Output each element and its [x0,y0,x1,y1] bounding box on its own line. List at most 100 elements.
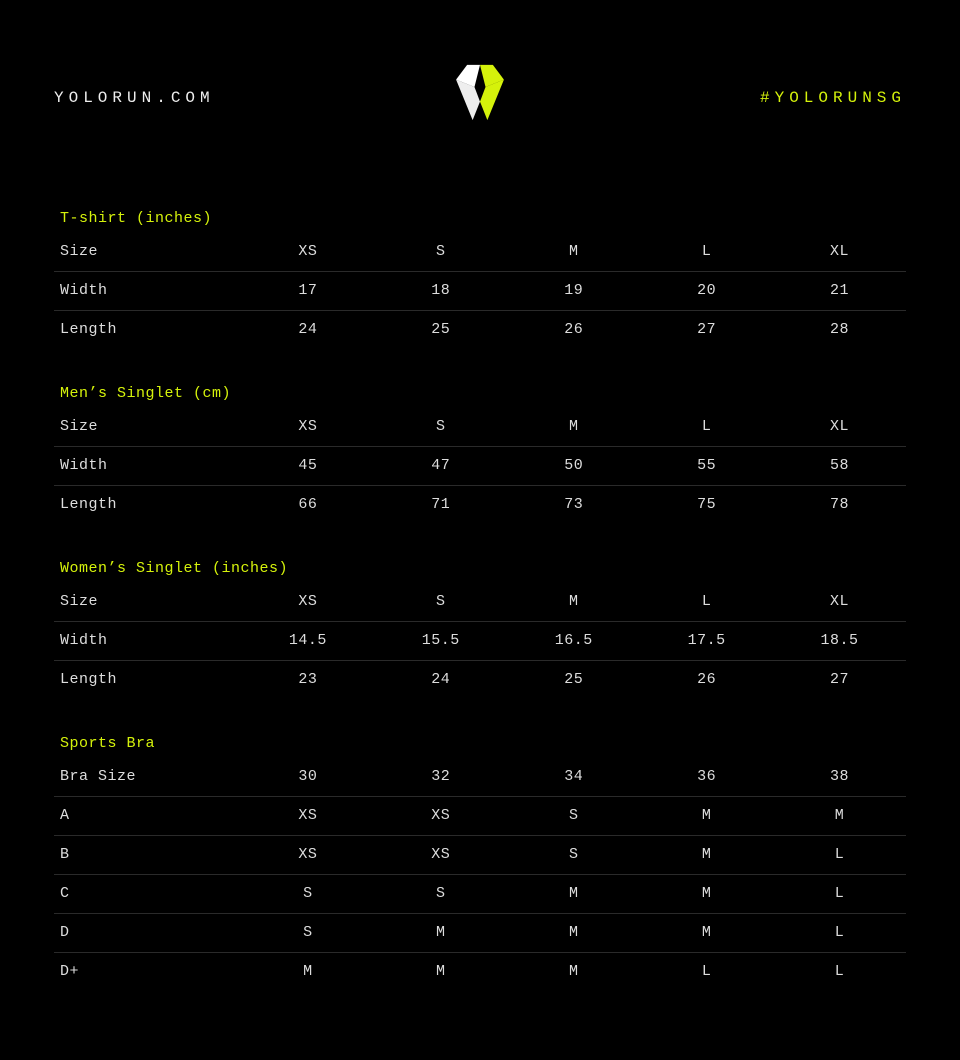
cell: 25 [374,311,507,350]
cell: XS [374,836,507,875]
table-row: D+ M M M L L [54,953,906,992]
cell: S [241,914,374,953]
cell: XS [374,797,507,836]
cell: XL [773,408,906,447]
cell: 23 [241,661,374,700]
cell: XL [773,233,906,272]
cell-label: Width [54,622,241,661]
cell: 18 [374,272,507,311]
cell: 47 [374,447,507,486]
cell: L [773,875,906,914]
brand-url: YOLORUN.COM [54,89,434,107]
cell: S [374,875,507,914]
table-tshirt: Size XS S M L XL Width 17 18 19 20 21 Le… [54,233,906,349]
cell: 17.5 [640,622,773,661]
cell: 18.5 [773,622,906,661]
cell: 50 [507,447,640,486]
section-tshirt: T-shirt (inches) Size XS S M L XL Width … [54,210,906,349]
cell-label: Bra Size [54,758,241,797]
cell: 36 [640,758,773,797]
cell: S [374,408,507,447]
cell: 45 [241,447,374,486]
cell: M [507,953,640,992]
cell: M [507,583,640,622]
cell: S [507,836,640,875]
cell: L [773,836,906,875]
section-title: T-shirt (inches) [54,210,906,227]
cell-label: Width [54,272,241,311]
cell: 66 [241,486,374,525]
cell: 75 [640,486,773,525]
table-row: Length 24 25 26 27 28 [54,311,906,350]
cell: M [640,836,773,875]
cell: M [640,797,773,836]
section-sports-bra: Sports Bra Bra Size 30 32 34 36 38 A XS … [54,735,906,991]
cell: 38 [773,758,906,797]
cell: L [640,233,773,272]
table-mens-singlet: Size XS S M L XL Width 45 47 50 55 58 Le… [54,408,906,524]
logo [434,52,526,144]
table-row: Bra Size 30 32 34 36 38 [54,758,906,797]
cell-label: Size [54,583,241,622]
table-row: Length 23 24 25 26 27 [54,661,906,700]
cell: M [241,953,374,992]
cell: 58 [773,447,906,486]
table-row: A XS XS S M M [54,797,906,836]
cell: M [374,953,507,992]
table-row: B XS XS S M L [54,836,906,875]
cell-label: Length [54,311,241,350]
cell: M [640,875,773,914]
cell: 30 [241,758,374,797]
table-row: Width 45 47 50 55 58 [54,447,906,486]
cell: S [374,233,507,272]
cell: M [374,914,507,953]
cell: 71 [374,486,507,525]
cell-label: D+ [54,953,241,992]
table-row: D S M M M L [54,914,906,953]
cell: 27 [773,661,906,700]
cell: 28 [773,311,906,350]
cell: L [640,953,773,992]
cell: M [640,914,773,953]
cell: 26 [640,661,773,700]
cell: S [507,797,640,836]
cell: M [507,408,640,447]
cell: 19 [507,272,640,311]
cell-label: Width [54,447,241,486]
cell-label: Size [54,408,241,447]
cell: 17 [241,272,374,311]
cell: XS [241,408,374,447]
cell: XL [773,583,906,622]
brand-hashtag: #YOLORUNSG [526,89,906,107]
section-title: Sports Bra [54,735,906,752]
cell: 32 [374,758,507,797]
table-row: Size XS S M L XL [54,233,906,272]
cell: 21 [773,272,906,311]
cell-label: Length [54,661,241,700]
section-womens-singlet: Women’s Singlet (inches) Size XS S M L X… [54,560,906,699]
cell: 34 [507,758,640,797]
cell: M [507,875,640,914]
cell: M [507,914,640,953]
cell-label: B [54,836,241,875]
table-womens-singlet: Size XS S M L XL Width 14.5 15.5 16.5 17… [54,583,906,699]
cell: 27 [640,311,773,350]
cell: 26 [507,311,640,350]
header: YOLORUN.COM #YOLORUNSG [0,0,960,160]
table-sports-bra: Bra Size 30 32 34 36 38 A XS XS S M M B … [54,758,906,991]
table-row: Size XS S M L XL [54,408,906,447]
cell: 14.5 [241,622,374,661]
cell: M [507,233,640,272]
cell: XS [241,583,374,622]
table-row: Width 17 18 19 20 21 [54,272,906,311]
cell: L [640,583,773,622]
cell: L [773,914,906,953]
table-row: Size XS S M L XL [54,583,906,622]
section-title: Men’s Singlet (cm) [54,385,906,402]
table-row: C S S M M L [54,875,906,914]
cell: XS [241,836,374,875]
cell-label: Size [54,233,241,272]
cell-label: A [54,797,241,836]
cell: M [773,797,906,836]
table-row: Width 14.5 15.5 16.5 17.5 18.5 [54,622,906,661]
